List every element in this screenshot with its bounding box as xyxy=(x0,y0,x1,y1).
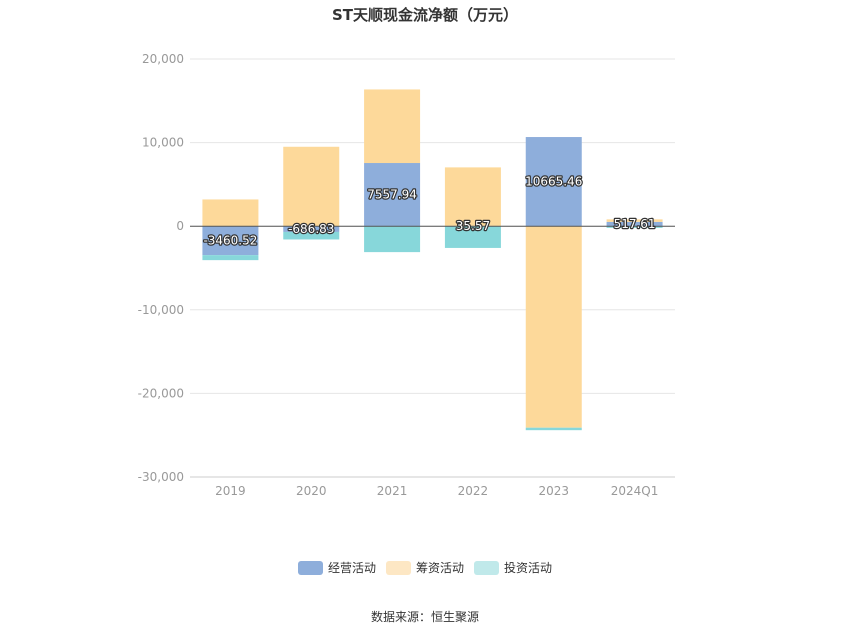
bar-2020-筹资活动[interactable] xyxy=(283,146,340,227)
data-source: 数据来源：恒生聚源 xyxy=(371,609,479,624)
data-label: 10665.46 xyxy=(525,175,582,189)
legend-item[interactable]: 筹资活动 xyxy=(386,561,464,575)
bar-2021-筹资活动[interactable] xyxy=(364,89,421,164)
grid-lines xyxy=(190,58,675,478)
bar-2022-筹资活动[interactable] xyxy=(444,167,501,226)
bar-2024Q1-筹资活动[interactable] xyxy=(606,219,663,222)
bar-2023-经营活动[interactable] xyxy=(525,137,582,227)
bar-2022-投资活动[interactable] xyxy=(444,226,501,248)
bar-2020-经营活动[interactable] xyxy=(283,226,340,232)
legend-swatch xyxy=(298,561,323,575)
bar-2024Q1-经营活动[interactable] xyxy=(606,221,663,227)
bar-2024Q1-投资活动[interactable] xyxy=(606,226,663,228)
data-labels: -3460.52 -686.83 7557.94 35.57 10665.46 517.6… xyxy=(202,173,657,248)
y-tick-label: 0 xyxy=(176,219,184,233)
y-tick-label: -30,000 xyxy=(138,470,184,484)
bar-2023-筹资活动[interactable] xyxy=(525,226,582,428)
x-tick-label: 2024Q1 xyxy=(611,484,659,498)
y-tick-label: 20,000 xyxy=(142,52,184,66)
chart-title: ST天顺现金流净额（万元） xyxy=(332,6,518,24)
data-label: -686.83 xyxy=(288,222,334,236)
legend[interactable]: 经营活动 筹资活动 投资活动 xyxy=(298,560,552,575)
y-tick-label: -20,000 xyxy=(138,386,184,400)
bar-2020-投资活动[interactable] xyxy=(283,231,340,240)
bar-2019-经营活动[interactable] xyxy=(202,226,259,256)
data-label: 35.57 xyxy=(456,219,490,233)
data-label: 517.61 xyxy=(614,217,656,231)
data-label: 7557.94 xyxy=(367,188,417,202)
legend-label: 经营活动 xyxy=(328,561,376,575)
x-tick-label: 2020 xyxy=(296,484,327,498)
x-axis: 2019 2020 2021 2022 2023 2024Q1 xyxy=(190,476,675,498)
x-tick-label: 2019 xyxy=(215,484,246,498)
y-tick-label: -10,000 xyxy=(138,303,184,317)
data-label: -3460.52 xyxy=(203,234,257,248)
y-axis: 20,000 10,000 0 -10,000 -20,000 -30,000 xyxy=(138,52,184,484)
bars xyxy=(202,89,663,431)
bar-2019-投资活动[interactable] xyxy=(202,255,259,261)
bar-2019-筹资活动[interactable] xyxy=(202,199,259,227)
legend-label: 投资活动 xyxy=(504,560,552,575)
bar-2021-经营活动[interactable] xyxy=(364,163,421,227)
legend-item[interactable]: 经营活动 xyxy=(298,561,376,575)
bar-2023-投资活动[interactable] xyxy=(525,427,582,431)
legend-label: 筹资活动 xyxy=(416,561,464,575)
legend-item[interactable]: 投资活动 xyxy=(474,560,552,575)
legend-swatch xyxy=(474,561,499,575)
x-tick-label: 2022 xyxy=(458,484,489,498)
y-tick-label: 10,000 xyxy=(142,136,184,150)
x-tick-label: 2021 xyxy=(377,484,408,498)
x-tick-label: 2023 xyxy=(538,484,569,498)
legend-swatch xyxy=(386,561,411,575)
bar-2021-投资活动[interactable] xyxy=(364,226,421,253)
